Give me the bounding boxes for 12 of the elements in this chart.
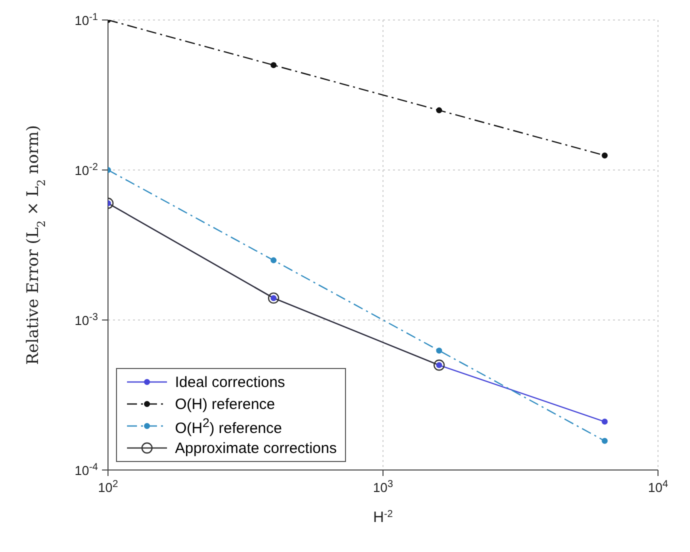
x-axis-title: H$^{-2}$	[373, 508, 394, 526]
y-tick-label: 10$^{-2}$	[74, 162, 98, 178]
y-tick-label: 10$^{-4}$	[74, 462, 98, 478]
x-tick-label: 10$^{3}$	[372, 478, 394, 495]
y-tick-label: 10$^{-1}$	[74, 12, 98, 28]
x-tick-label: 10$^{4}$	[648, 478, 668, 495]
legend-label: O(H) reference	[175, 396, 276, 412]
legend-label: Ideal corrections	[175, 374, 286, 390]
legend-label: Approximate corrections	[175, 440, 337, 456]
y-tick-label: 10$^{-3}$	[74, 312, 98, 328]
x-tick-label: 10$^{2}$	[98, 478, 118, 495]
legend-label: O(H$^{2}$) reference	[175, 416, 282, 436]
